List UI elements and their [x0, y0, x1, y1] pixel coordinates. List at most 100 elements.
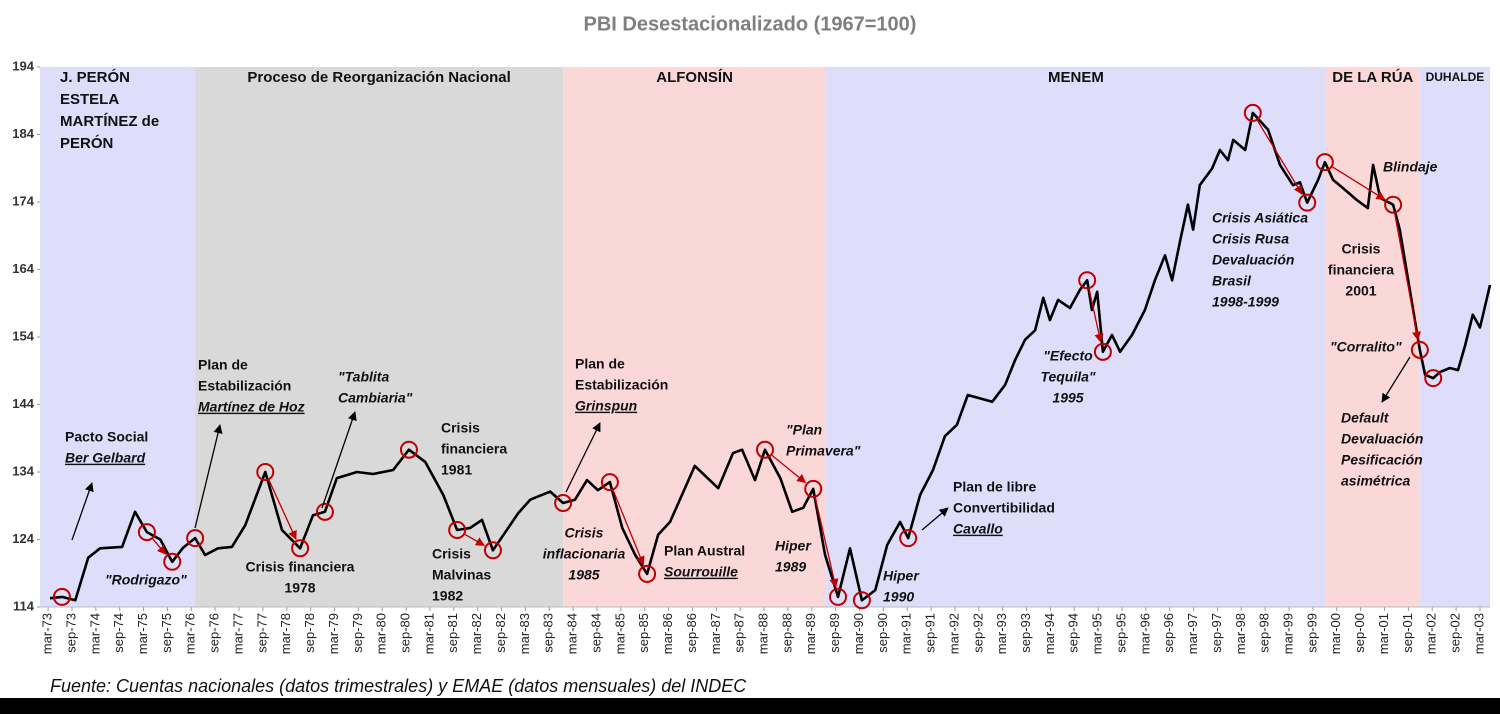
annotation: Cambiaria"	[338, 390, 413, 406]
annotation: 1982	[432, 588, 463, 604]
period-band	[1419, 67, 1490, 607]
x-tick-label: mar-87	[708, 613, 723, 654]
x-tick-label: mar-78	[278, 613, 293, 654]
x-tick-label: sep-97	[1209, 613, 1224, 653]
highlight-circle	[1078, 271, 1097, 290]
highlight-circle	[756, 440, 774, 459]
red-arrow	[1332, 166, 1386, 200]
annotation: Pacto Social	[65, 429, 148, 445]
y-tick-label: 154	[12, 328, 34, 343]
highlight-circle	[852, 591, 871, 610]
period-band	[563, 67, 827, 607]
period-label: PERÓN	[60, 134, 113, 152]
annotation: Hiper	[883, 568, 920, 584]
y-tick-label: 124	[12, 531, 34, 546]
annotation: Tequila"	[1040, 369, 1095, 385]
annotation: Devaluación	[1212, 252, 1294, 268]
annotation: "Corralito"	[1330, 339, 1402, 355]
red-arrow	[268, 479, 297, 541]
x-tick-label: mar-74	[87, 613, 102, 654]
highlight-circle	[1093, 342, 1112, 361]
pointer-arrow	[71, 482, 94, 541]
period-band	[1325, 67, 1420, 607]
pointer-arrow	[194, 424, 223, 529]
x-tick-label: mar-85	[612, 613, 627, 654]
period-label: DUHALDE	[1426, 70, 1485, 84]
x-tick-label: mar-02	[1424, 613, 1439, 654]
y-tick-label: 144	[12, 396, 34, 411]
pointer-arrow	[321, 411, 357, 509]
annotation: "Efecto	[1043, 348, 1093, 364]
highlight-circle	[1424, 369, 1443, 388]
x-tick-label: mar-95	[1090, 613, 1105, 654]
x-tick-label: sep-73	[63, 613, 78, 653]
period-label: MARTÍNEZ de	[60, 113, 159, 130]
x-tick-label: mar-96	[1137, 613, 1152, 654]
highlight-circle	[1298, 193, 1317, 212]
period-label: J. PERÓN	[60, 68, 130, 86]
annotation: Default	[1341, 410, 1390, 426]
x-tick-label: sep-95	[1113, 613, 1128, 653]
x-tick-label: sep-85	[636, 613, 651, 653]
x-tick-label: mar-84	[565, 613, 580, 654]
highlight-circle	[137, 523, 156, 542]
x-tick-label: sep-89	[827, 613, 842, 653]
x-tick-label: mar-81	[421, 613, 436, 654]
x-tick-label: sep-91	[923, 613, 938, 653]
x-tick-label: mar-00	[1328, 613, 1343, 654]
x-tick-label: sep-79	[350, 613, 365, 653]
red-arrow	[1394, 213, 1422, 341]
x-tick-label: mar-03	[1471, 613, 1486, 654]
y-tick-label: 174	[12, 193, 34, 208]
highlight-circle	[638, 564, 657, 583]
annotation: 1998-1999	[1212, 294, 1279, 310]
x-tick-label: sep-01	[1400, 613, 1415, 653]
red-arrow	[612, 490, 645, 566]
x-tick-label: mar-83	[517, 613, 532, 654]
x-tick-label: sep-93	[1018, 613, 1033, 653]
annotation: 1989	[775, 559, 806, 575]
annotation: Crisis	[432, 546, 471, 562]
red-arrow	[771, 454, 807, 484]
y-tick-label: 164	[12, 261, 34, 276]
x-tick-label: mar-88	[755, 613, 770, 654]
annotation: Malvinas	[432, 567, 491, 583]
annotation: 1985	[568, 567, 599, 583]
period-label: ALFONSÍN	[656, 69, 733, 86]
y-tick-label: 134	[12, 463, 34, 478]
x-tick-label: sep-80	[398, 613, 413, 653]
annotation: 1990	[883, 589, 914, 605]
x-tick-label: mar-82	[469, 613, 484, 654]
x-tick-label: sep-81	[445, 613, 460, 653]
x-tick-label: sep-76	[207, 613, 222, 653]
highlight-circle	[1243, 103, 1262, 122]
annotation: "Rodrigazo"	[105, 572, 187, 588]
period-label: MENEM	[1048, 69, 1104, 86]
red-arrow	[152, 538, 167, 555]
annotation: Sourrouille	[664, 564, 738, 580]
annotation: "Plan	[786, 422, 822, 438]
annotation: 1978	[284, 580, 315, 596]
annotation: Ber Gelbard	[65, 450, 146, 466]
period-label: ESTELA	[60, 91, 119, 108]
period-band	[826, 67, 1326, 607]
highlight-circle	[399, 440, 418, 459]
pointer-arrow	[1381, 356, 1411, 403]
x-tick-label: mar-97	[1185, 613, 1200, 654]
highlight-circle	[1410, 340, 1429, 359]
highlight-circle	[186, 529, 205, 548]
annotation: 1995	[1052, 390, 1083, 406]
highlight-circle	[1384, 195, 1403, 214]
x-tick-label: mar-92	[946, 613, 961, 654]
x-tick-label: sep-77	[254, 613, 269, 653]
annotation: Brasil	[1212, 273, 1252, 289]
annotation: Plan de	[575, 356, 625, 372]
annotation: 2001	[1345, 283, 1376, 299]
x-tick-label: sep-86	[684, 613, 699, 653]
x-tick-label: mar-01	[1376, 613, 1391, 654]
x-tick-label: mar-79	[326, 613, 341, 654]
annotation: Crisis financiera	[246, 559, 355, 575]
annotation: Pesificación	[1341, 452, 1423, 468]
red-arrow	[814, 497, 839, 589]
chart-title: PBI Desestacionalizado (1967=100)	[584, 13, 917, 35]
